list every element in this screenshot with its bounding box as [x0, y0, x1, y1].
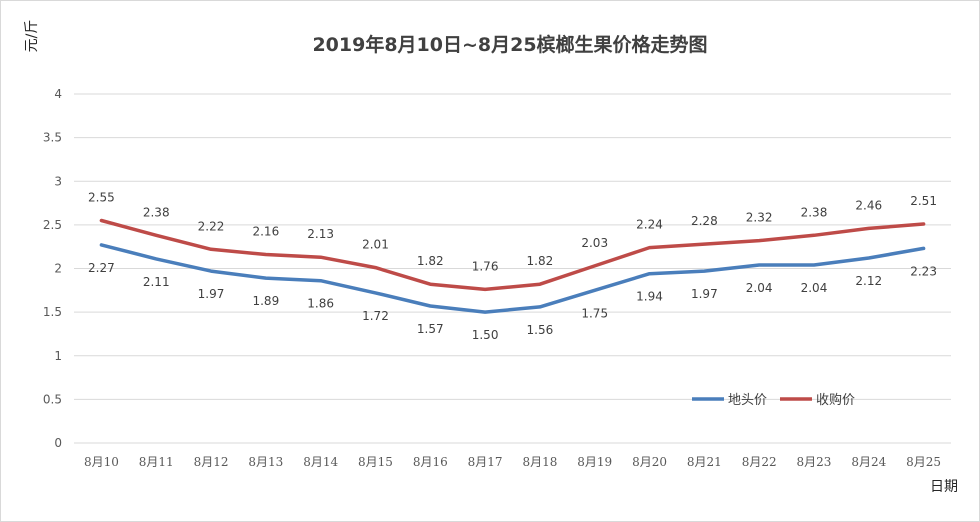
data-label: 1.82	[527, 254, 554, 268]
data-label: 1.75	[581, 306, 608, 320]
data-label: 1.76	[472, 259, 499, 273]
y-tick-label: 3.5	[43, 131, 62, 145]
chart-title: 2019年8月10日~8月25槟榔生果价格走势图	[312, 33, 707, 56]
x-tick-labels: 8月10 8月11 8月12 8月13 8月14 8月15 8月16 8月17 8月18 8月19…	[84, 455, 941, 469]
x-tick-label: 8月16	[413, 455, 448, 469]
y-tick-label: 0.5	[43, 392, 62, 406]
data-label: 1.57	[417, 322, 444, 336]
data-label: 2.22	[198, 219, 225, 233]
data-label: 2.23	[910, 264, 937, 278]
y-tick-label: 2	[54, 262, 62, 276]
data-label: 2.38	[801, 205, 828, 219]
data-label: 2.12	[855, 274, 882, 288]
x-tick-label: 8月10	[84, 455, 119, 469]
legend-label-1: 收购价	[816, 392, 855, 408]
data-label: 2.04	[746, 281, 773, 295]
data-label: 2.11	[143, 275, 170, 289]
data-label: 2.16	[252, 225, 279, 239]
series-line-0	[99, 243, 926, 314]
y-tick-label: 3	[54, 174, 62, 188]
x-tick-label: 8月20	[632, 455, 667, 469]
x-tick-label: 8月17	[468, 455, 503, 469]
data-label: 1.82	[417, 254, 444, 268]
x-tick-label: 8月11	[139, 455, 174, 469]
data-label: 1.89	[252, 294, 279, 308]
data-label: 1.56	[527, 323, 554, 337]
legend-label-0: 地头价	[728, 393, 767, 408]
data-label: 2.01	[362, 238, 389, 252]
x-tick-label: 8月22	[742, 455, 777, 469]
y-tick-label: 2.5	[43, 218, 62, 232]
y-tick-label: 0	[54, 436, 62, 450]
x-tick-label: 8月23	[797, 455, 832, 469]
x-tick-label: 8月24	[851, 455, 886, 469]
x-tick-label: 8月25	[906, 455, 941, 469]
data-label: 2.13	[307, 227, 334, 241]
data-label: 1.97	[691, 287, 718, 301]
data-label: 1.94	[636, 290, 663, 304]
legend: 地头价 收购价	[692, 392, 855, 408]
data-label: 1.97	[198, 287, 225, 301]
data-label: 2.38	[143, 205, 170, 219]
x-tick-label: 8月14	[303, 455, 338, 469]
data-label: 2.32	[746, 211, 773, 225]
data-label: 2.51	[910, 194, 937, 208]
data-label: 2.55	[88, 191, 115, 205]
x-tick-label: 8月15	[358, 455, 393, 469]
x-axis-label: 日期	[930, 479, 958, 495]
y-tick-label: 1.5	[43, 305, 62, 319]
x-tick-label: 8月12	[194, 455, 229, 469]
x-tick-label: 8月19	[577, 455, 612, 469]
y-axis-label: 元/斤	[24, 20, 40, 53]
x-tick-label: 8月13	[248, 455, 283, 469]
y-tick-label: 1	[54, 349, 62, 363]
x-tick-label: 8月18	[522, 455, 557, 469]
data-label: 1.72	[362, 309, 389, 323]
y-tick-label: 4	[54, 87, 62, 101]
gridlines	[74, 93, 951, 444]
data-label: 2.24	[636, 218, 663, 232]
series-lines	[99, 218, 926, 314]
data-labels: 2.27 2.11 1.97 1.89 1.86 1.72 1.57 1.50 1.56 1.75…	[88, 191, 937, 343]
data-label: 2.03	[581, 236, 608, 250]
y-tick-labels: 0 0.5 1 1.5 2 2.5 3 3.5 4	[43, 87, 62, 450]
data-label: 2.46	[855, 198, 882, 212]
data-label: 2.28	[691, 214, 718, 228]
data-label: 1.86	[307, 297, 334, 311]
data-label: 2.27	[88, 261, 115, 275]
series-line-1	[99, 218, 926, 292]
x-tick-label: 8月21	[687, 455, 722, 469]
data-label: 2.04	[801, 281, 828, 295]
data-label: 1.50	[472, 328, 499, 342]
